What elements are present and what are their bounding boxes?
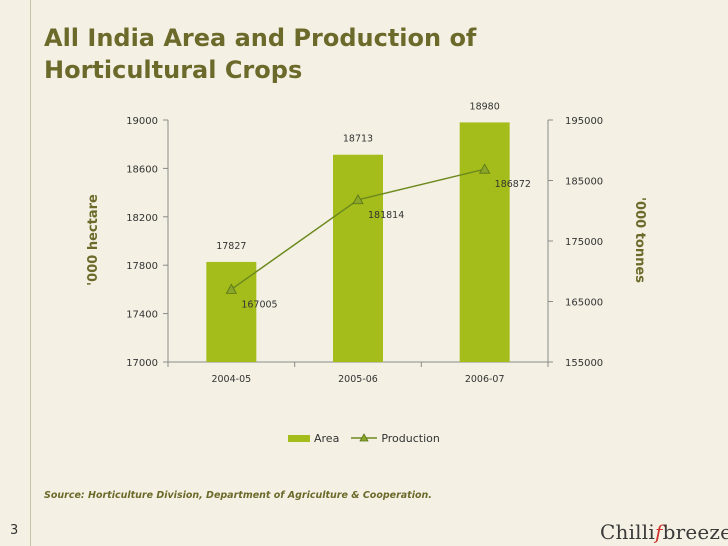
chillibreeze-logo: ChillifbreezeTM: [600, 520, 728, 544]
production-point: [478, 163, 491, 174]
slide-title-line-1: All India Area and Production of: [44, 24, 477, 52]
area-bar: [333, 154, 383, 362]
production-data-label: 167005: [241, 299, 277, 310]
legend-area-label: Area: [314, 431, 340, 445]
y-tick-label: 19000: [126, 116, 158, 127]
logo-text-part2: breeze: [662, 520, 728, 544]
y2-tick-label: 195000: [565, 116, 603, 127]
y2-tick-label: 165000: [565, 298, 603, 309]
y-tick-label: 17000: [126, 358, 158, 369]
y-axis-title: '000 hectare: [86, 194, 101, 286]
area-data-label: 18713: [343, 134, 373, 145]
source-note: Source: Horticulture Division, Departmen…: [44, 490, 432, 501]
chart-legend: Area Production: [288, 430, 440, 446]
y2-tick-label: 185000: [565, 177, 603, 188]
legend-area-swatch: [288, 434, 310, 442]
x-tick-label: 2006-07: [465, 374, 505, 385]
x-tick-label: 2005-06: [338, 374, 378, 385]
production-point: [225, 283, 238, 294]
y2-axis-title: '000 tonnes: [632, 197, 647, 283]
area-bar: [206, 261, 257, 362]
y-tick-label: 18600: [126, 164, 158, 175]
slide-number: 3: [10, 523, 19, 538]
production-data-label: 186872: [495, 179, 531, 190]
left-rule: [30, 0, 31, 546]
y-tick-label: 17400: [126, 310, 158, 321]
legend-production-swatch: [351, 433, 378, 442]
slide-title-line-2: Horticultural Crops: [44, 56, 303, 84]
chart-plot-area: 17000 17400 17800 18200 18600 19000 155000 1650…: [126, 101, 603, 385]
x-tick-label: 2004-05: [211, 374, 251, 385]
y-tick-label: 17800: [126, 261, 158, 272]
area-data-label: 18980: [470, 101, 500, 112]
logo-text-part1: Chilli: [600, 520, 655, 544]
logo-accent-letter: f: [654, 520, 663, 544]
y2-tick-label: 175000: [565, 237, 603, 248]
legend-production-label: Production: [381, 431, 440, 445]
production-data-label: 181814: [368, 210, 404, 221]
y2-tick-label: 155000: [565, 358, 603, 369]
area-data-label: 17827: [216, 241, 246, 252]
y-tick-label: 18200: [126, 213, 158, 224]
slide-title: All India Area and Production of Horticu…: [44, 22, 476, 86]
production-point: [352, 193, 364, 205]
area-bar: [459, 122, 510, 362]
